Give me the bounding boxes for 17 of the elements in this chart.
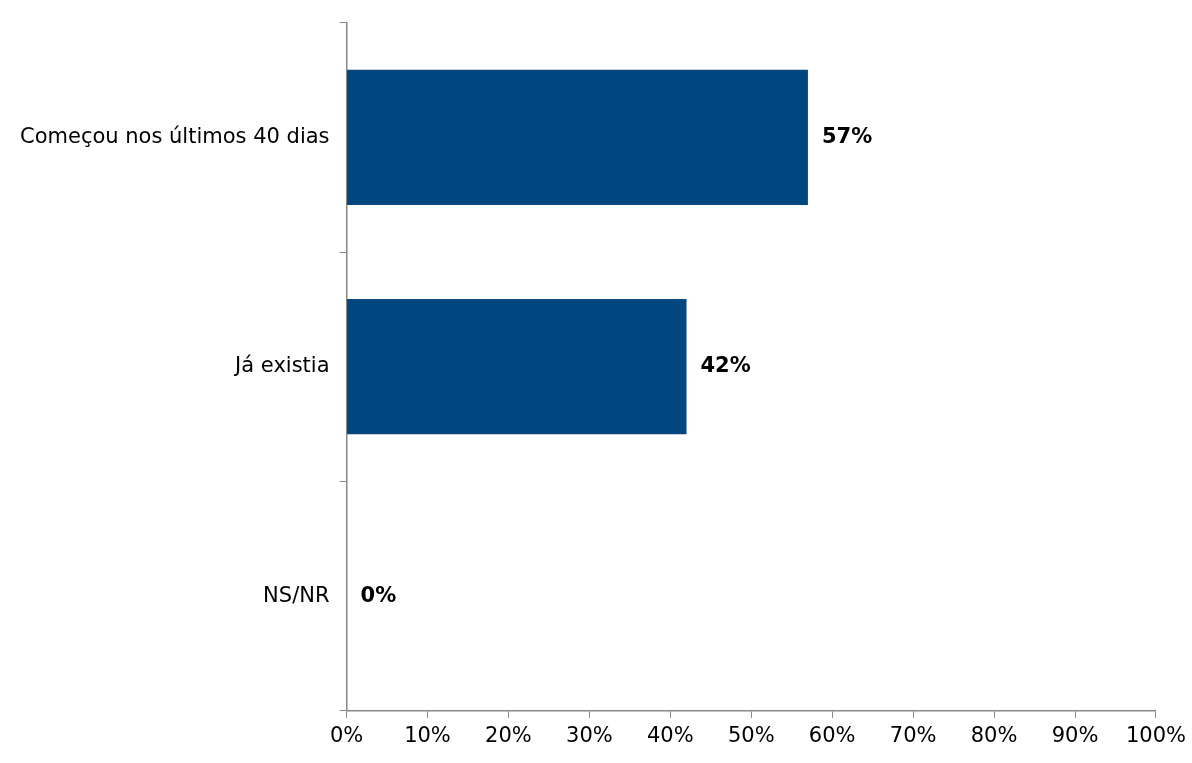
x-tick-label: 70%	[889, 722, 937, 747]
x-tick-label: 30%	[566, 722, 613, 747]
x-tick-label: 60%	[808, 722, 856, 747]
y-tick-label: Já existia	[233, 353, 330, 378]
x-tick-label: 50%	[727, 722, 775, 747]
data-label: 0%	[360, 582, 397, 607]
x-tick-label: 80%	[970, 722, 1018, 747]
data-label: 57%	[821, 123, 873, 148]
x-tick-label: 10%	[404, 722, 451, 747]
x-tick-label: 40%	[646, 722, 694, 747]
data-label: 42%	[700, 353, 751, 378]
x-tick-label: 100%	[1125, 722, 1187, 747]
y-tick-label: Começou nos últimos 40 dias	[20, 123, 330, 148]
x-tick-label: 90%	[1051, 722, 1099, 747]
x-tick-label: 0%	[329, 722, 364, 747]
x-tick-label: 20%	[485, 722, 532, 747]
y-tick-label: NS/NR	[263, 582, 330, 607]
